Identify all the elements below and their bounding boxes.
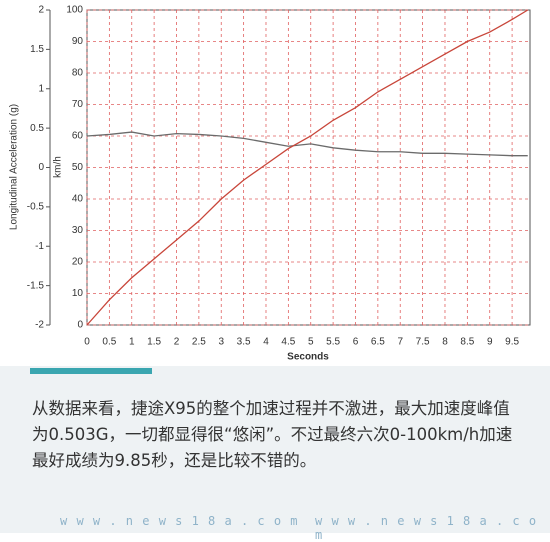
x-tick-label: 8.5 xyxy=(460,337,474,348)
x-tick-label: 6.5 xyxy=(371,337,385,348)
y-axis-title: Longitudinal Acceleration (g) xyxy=(9,104,20,230)
x-tick-label: 3 xyxy=(218,337,224,348)
x-tick-label: 8 xyxy=(442,337,448,348)
y-tick-label: -2 xyxy=(35,320,44,331)
x-tick-label: 7.5 xyxy=(416,337,430,348)
x-axis-title: Seconds xyxy=(287,352,329,363)
y-tick-label: -1.5 xyxy=(27,280,45,291)
y2-tick-label: 60 xyxy=(72,131,84,142)
series-line xyxy=(86,131,528,157)
y2-tick-label: 30 xyxy=(72,225,84,236)
y2-tick-label: 70 xyxy=(72,99,84,110)
x-tick-label: 2 xyxy=(174,337,180,348)
x-tick-label: 0 xyxy=(84,337,90,348)
x-tick-label: 5.5 xyxy=(326,337,340,348)
y2-tick-label: 80 xyxy=(72,68,84,79)
article-panel: 从数据来看，捷途X95的整个加速过程并不激进，最大加速度峰值为0.503G，一切… xyxy=(0,366,550,542)
y2-tick-label: 20 xyxy=(72,257,84,268)
x-tick-label: 5 xyxy=(308,337,314,348)
x-tick-label: 4 xyxy=(263,337,269,348)
chart: Longitudinal Acceleration (g) km/h Secon… xyxy=(9,5,531,363)
y2-tick-label: 10 xyxy=(72,288,84,299)
series-line xyxy=(86,9,529,326)
x-tick-label: 9 xyxy=(487,337,493,348)
y-tick-label: 1 xyxy=(38,83,44,94)
x-tick-label: 9.5 xyxy=(505,337,519,348)
y2-tick-label: 40 xyxy=(72,194,84,205)
x-tick-label: 4.5 xyxy=(281,337,295,348)
caption: 从数据来看，捷途X95的整个加速过程并不激进，最大加速度峰值为0.503G，一切… xyxy=(32,399,513,470)
y2-tick-label: 50 xyxy=(72,162,84,173)
x-tick-label: 0.5 xyxy=(102,337,116,348)
watermark: w w w . n e w s 1 8 a . c o m xyxy=(315,514,538,542)
x-tick-label: 7 xyxy=(397,337,403,348)
y-tick-label: 0 xyxy=(38,162,44,173)
x-tick-label: 1.5 xyxy=(147,337,161,348)
y-tick-label: -0.5 xyxy=(27,202,45,213)
y2-tick-label: 100 xyxy=(66,5,83,16)
y-tick-label: -1 xyxy=(35,241,44,252)
x-tick-label: 3.5 xyxy=(237,337,251,348)
y2-tick-label: 0 xyxy=(77,320,83,331)
y-tick-label: 2 xyxy=(38,5,44,16)
x-tick-label: 2.5 xyxy=(192,337,206,348)
y-tick-label: 1.5 xyxy=(30,44,44,55)
watermark: w w w . n e w s 1 8 a . c o m xyxy=(60,514,299,528)
y2-tick-label: 90 xyxy=(72,36,84,47)
x-tick-label: 1 xyxy=(129,337,135,348)
y-tick-label: 0.5 xyxy=(30,123,44,134)
y2-axis-title: km/h xyxy=(53,156,64,178)
x-tick-label: 6 xyxy=(353,337,359,348)
accent-bar xyxy=(30,368,152,374)
